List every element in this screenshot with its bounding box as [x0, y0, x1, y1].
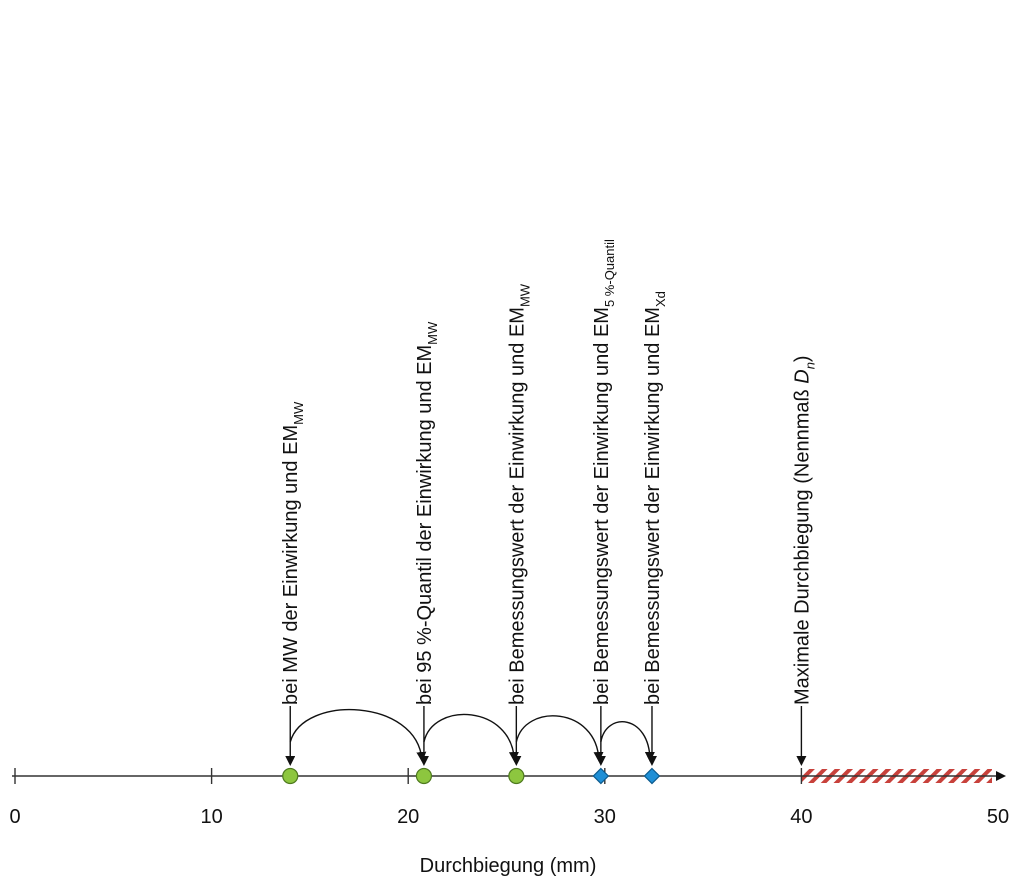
mean-marker-1 — [415, 767, 433, 785]
marker-label-main: bei 95 %-Quantil der Einwirkung und EM — [414, 345, 436, 705]
tick-label: 0 — [9, 806, 20, 828]
marker-label-text: bei Bemessungswert der Einwirkung und EM… — [506, 283, 532, 705]
design-marker-4 — [643, 767, 661, 785]
marker-label-4: bei Bemessungswert der Einwirkung und EM… — [642, 291, 668, 705]
limit-label-end: ) — [791, 355, 813, 362]
value-markers — [282, 767, 661, 785]
tick-label: 30 — [594, 806, 616, 828]
mean-marker-2 — [508, 767, 525, 785]
transition-arrow-3 — [600, 721, 655, 762]
marker-label-text: bei 95 %-Quantil der Einwirkung und EMMW — [414, 321, 440, 705]
marker-label-subscript: Xd — [653, 291, 668, 307]
marker-label-1: bei 95 %-Quantil der Einwirkung und EMMW — [414, 321, 440, 705]
limit-label-text: Maximale Durchbiegung (Nennmaß Dn) — [791, 355, 817, 705]
marker-label-text: bei Bemessungswert der Einwirkung und EM… — [642, 291, 668, 705]
marker-labels: bei MW der Einwirkung und EMMW bei 95 %-Q… — [280, 239, 817, 766]
marker-label-main: bei Bemessungswert der Einwirkung und EM — [506, 307, 528, 705]
tick-label: 50 — [987, 806, 1009, 828]
marker-label-main: bei MW der Einwirkung und EM — [280, 425, 302, 705]
marker-label-2: bei Bemessungswert der Einwirkung und EM… — [506, 283, 532, 705]
marker-label-subscript: MW — [425, 321, 440, 345]
tick-label: 20 — [397, 806, 419, 828]
axis-title: Durchbiegung (mm) — [420, 855, 597, 877]
marker-label-subscript: MW — [291, 401, 306, 425]
marker-label-text: bei MW der Einwirkung und EMMW — [280, 401, 306, 705]
transition-arrow-1 — [423, 713, 519, 762]
limit-label-main: Maximale Durchbiegung (Nennmaß — [791, 384, 813, 705]
marker-label-main: bei Bemessungswert der Einwirkung und EM — [642, 307, 664, 705]
limit-label-0: Maximale Durchbiegung (Nennmaß Dn) — [791, 355, 817, 705]
marker-label-text: bei Bemessungswert der Einwirkung und EM… — [591, 239, 617, 705]
transition-arrow-0 — [289, 708, 427, 762]
tick-label: 40 — [790, 806, 812, 828]
transition-arrow-2 — [515, 715, 604, 762]
marker-label-3: bei Bemessungswert der Einwirkung und EM… — [591, 239, 617, 705]
limit-label-subscript: n — [802, 362, 817, 369]
marker-label-main: bei Bemessungswert der Einwirkung und EM — [591, 307, 613, 705]
tick-label: 10 — [200, 806, 222, 828]
mean-marker-0 — [282, 767, 299, 785]
design-marker-3 — [592, 767, 610, 785]
marker-label-subscript: MW — [517, 283, 532, 307]
marker-label-subscript: 5 %-Quantil — [602, 239, 617, 307]
axis-ticks: 0 10 20 30 40 50 — [9, 768, 1009, 828]
transition-arrows — [289, 708, 655, 762]
marker-label-0: bei MW der Einwirkung und EMMW — [280, 401, 306, 705]
limit-label-symbol: D — [791, 369, 813, 383]
